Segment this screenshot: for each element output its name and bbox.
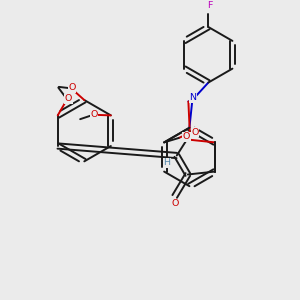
Text: O: O (68, 83, 75, 92)
Text: O: O (171, 199, 178, 208)
Text: O: O (183, 132, 190, 141)
Text: F: F (207, 1, 212, 10)
Text: H: H (163, 158, 170, 167)
Text: O: O (191, 128, 199, 137)
Text: O: O (90, 110, 98, 119)
Text: O: O (65, 94, 72, 103)
Text: N: N (189, 93, 197, 102)
